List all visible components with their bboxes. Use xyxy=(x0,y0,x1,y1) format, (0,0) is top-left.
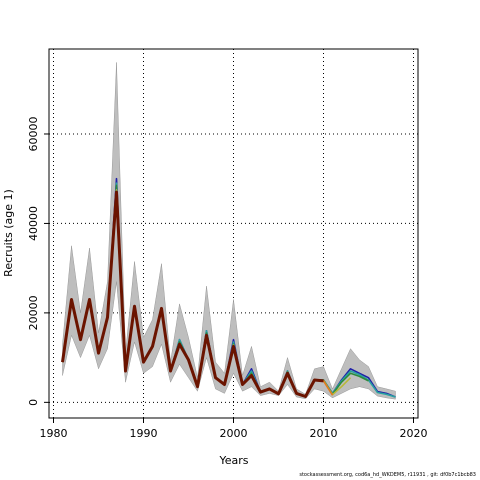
x-axis-title: Years xyxy=(218,454,248,467)
y-axis-title: Recruits (age 1) xyxy=(2,189,15,277)
x-tick-label: 1980 xyxy=(40,427,68,440)
y-tick-label: 60000 xyxy=(27,116,40,151)
footer-text: stockassessment.org, cod6a_hd_WKDEM5, r1… xyxy=(299,472,476,478)
confidence-band xyxy=(62,62,396,400)
series-lines xyxy=(61,177,396,398)
x-tick-label: 1990 xyxy=(130,427,158,440)
y-tick-label: 40000 xyxy=(27,206,40,241)
x-tick-label: 2020 xyxy=(400,427,428,440)
y-tick-label: 0 xyxy=(27,399,40,406)
series-line-6 xyxy=(61,190,324,398)
y-tick-label: 20000 xyxy=(27,295,40,330)
series-line-5 xyxy=(61,191,334,398)
y-axis: 0 20000 40000 60000 xyxy=(27,116,49,406)
confidence-band-area xyxy=(62,62,396,400)
x-tick-label: 2010 xyxy=(310,427,338,440)
x-axis: 1980 1990 2000 2010 2020 xyxy=(40,418,428,440)
x-tick-label: 2000 xyxy=(220,427,248,440)
